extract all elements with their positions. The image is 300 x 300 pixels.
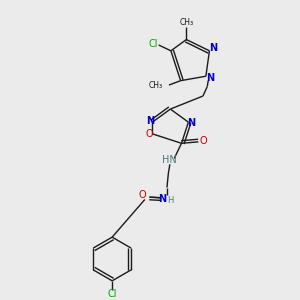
Text: O: O [138, 190, 146, 200]
Text: CH₃: CH₃ [179, 18, 194, 27]
Text: HN: HN [163, 155, 177, 165]
Text: O: O [145, 129, 153, 139]
Text: N: N [206, 73, 214, 83]
Text: N: N [209, 44, 217, 53]
Text: N: N [158, 194, 166, 204]
Text: Cl: Cl [107, 289, 117, 299]
Text: O: O [200, 136, 207, 146]
Text: N: N [187, 118, 195, 128]
Text: N: N [146, 116, 154, 126]
Text: CH₃: CH₃ [148, 81, 163, 90]
Text: H: H [167, 196, 174, 205]
Text: Cl: Cl [148, 38, 158, 49]
